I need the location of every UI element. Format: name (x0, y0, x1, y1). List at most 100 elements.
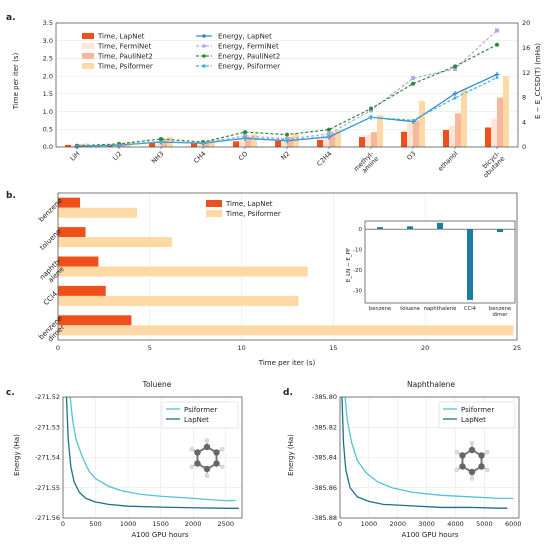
panel-a-bar-1 (317, 139, 323, 147)
panel-a-bar-4 (377, 115, 383, 147)
inset-ytick: -20 (353, 268, 362, 274)
panel-d-title: Naphthalene (407, 380, 455, 389)
panel-d-legend-box (438, 401, 516, 429)
panel-a-point-4 (201, 141, 205, 145)
panel-a-bar-4 (83, 143, 89, 147)
panel-a-point-3 (495, 42, 499, 47)
panel-a-bar-3 (413, 120, 419, 147)
panel-a-bar-2 (365, 134, 371, 147)
panel-b-bar-2 (58, 207, 137, 218)
inset-xtick-label: benzene dimer (489, 306, 511, 318)
molecule-atom-c (459, 452, 466, 459)
panel-d-legend-label: LapNet (461, 416, 486, 424)
panel-c-xtick: 1000 (120, 520, 137, 528)
inset-xtick-label: naphthalene (424, 306, 457, 312)
panel-b-legend-label: Time, LapNet (225, 200, 273, 208)
molecule-atom-h (485, 467, 490, 473)
panel-c-line-psiformer (69, 397, 236, 502)
molecule-atom-h (189, 464, 194, 470)
panel-c-legend-label: LapNet (184, 416, 209, 424)
panel-b-bar-1 (58, 315, 132, 326)
panel-a-ytick: 1.5 (43, 90, 53, 98)
panel-a-point-2 (327, 131, 331, 136)
panel-a-bar-4 (503, 76, 509, 147)
panel-a-legend-label: Time, PauliNet2 (97, 53, 153, 61)
inset-bar (497, 229, 503, 233)
panel-a-bar-4 (461, 89, 467, 147)
molecule-atom-c (459, 463, 466, 470)
panel-d-ytick: -385.88 (312, 514, 337, 522)
molecule-atom-c (203, 465, 211, 473)
panel-c-chart: Toluene A100 GPU hours Energy (Ha) 0 500 1… (13, 380, 243, 539)
panel-a-bar-3 (245, 137, 251, 147)
panel-a-bar-3 (371, 132, 377, 147)
panel-a-xtick-label: methyl-amine (352, 149, 381, 178)
panel-a-ytick-right: 0 (522, 143, 526, 151)
panel-c-xtick: 500 (89, 520, 101, 528)
panel-a-legend-label: Energy, LapNet (218, 33, 272, 41)
panel-d-xtick: 6000 (505, 520, 522, 528)
panel-a-point-2 (411, 76, 415, 81)
molecule-atom-h (454, 467, 459, 473)
inset-bar (407, 226, 413, 230)
panel-c-ytick: -271.52 (35, 393, 60, 401)
panel-a-xtick-label: NH3 (150, 150, 165, 165)
panel-b-xtick: 20 (421, 344, 429, 352)
panel-a-point-4 (159, 140, 163, 144)
molecule-atom-c (194, 460, 201, 467)
panel-b-legend-label: Time, Psiformer (225, 210, 281, 218)
panel-a-bar-2 (407, 122, 413, 147)
panel-d-ytick: -385.84 (312, 454, 337, 462)
panel-a-point-3 (327, 127, 331, 132)
panel-a-xtick-label: O3 (405, 150, 417, 162)
panel-a-ytick-right: 4 (522, 118, 526, 126)
inset-ytick: 0 (359, 227, 363, 233)
panel-a-point-1 (452, 91, 458, 97)
panel-a-bar-1 (485, 127, 491, 147)
panel-a-bar-3 (287, 136, 293, 147)
panel-a-ytick: 3.5 (43, 19, 53, 27)
panel-d-ytick: -385.82 (312, 423, 337, 431)
panel-d-xtick: 5000 (476, 520, 493, 528)
panel-a-ytick: 2.0 (43, 72, 53, 80)
panel-d-ytick: -385.86 (312, 484, 337, 492)
panel-a-legend-marker (202, 34, 206, 38)
panel-c-ylabel: Energy (Ha) (13, 434, 21, 476)
panel-b-xtick: 25 (513, 344, 521, 352)
molecule-atom-h (220, 464, 225, 470)
molecule-atom-c (468, 446, 476, 454)
panel-a-ytick: 0.0 (43, 143, 53, 151)
molecule-atom-c (203, 443, 211, 451)
panel-a-xtick-label: LiH (68, 150, 81, 163)
panel-a-bar-2 (71, 144, 77, 147)
panel-c-ytick: -271.54 (35, 454, 60, 462)
panel-a-bar-1 (233, 141, 239, 147)
panel-d-xtick: 3000 (418, 520, 435, 528)
panel-c-ytick: -271.56 (35, 514, 60, 522)
panel-a-ylabel: Time per iter (s) (12, 53, 20, 111)
panel-b-bar-2 (58, 237, 172, 248)
panel-a-xtick-label: Li2 (111, 150, 123, 162)
molecule-atom-c (213, 449, 220, 456)
panel-a-point-4 (495, 76, 499, 80)
inset-bar (467, 229, 473, 300)
panel-a-bar-3 (77, 144, 83, 147)
panel-a-legend-marker (202, 64, 206, 68)
inset-ytick: -10 (353, 248, 362, 254)
panel-a-legend-label: Time, LapNet (97, 33, 145, 41)
panel-a-point-3 (243, 130, 247, 135)
panel-b-xtick: 5 (148, 344, 152, 352)
molecule-illustration (454, 441, 490, 481)
panel-c-xtick: 2000 (185, 520, 202, 528)
panel-a-bar-1 (275, 140, 281, 147)
panel-d-frame (339, 396, 520, 519)
panel-a-bar-4 (209, 139, 215, 147)
panel-a-legend-swatch (82, 53, 94, 59)
panel-d-ylabel: Energy (Ha) (287, 434, 295, 476)
panel-d-xtick: 2000 (389, 520, 406, 528)
panel-a-ylabel-right: E − E_CCSD(T) (mHa) (534, 43, 542, 119)
panel-a-point-3 (411, 81, 415, 86)
panel-a-bar-3 (161, 139, 167, 147)
molecule-atom-h (204, 473, 210, 478)
